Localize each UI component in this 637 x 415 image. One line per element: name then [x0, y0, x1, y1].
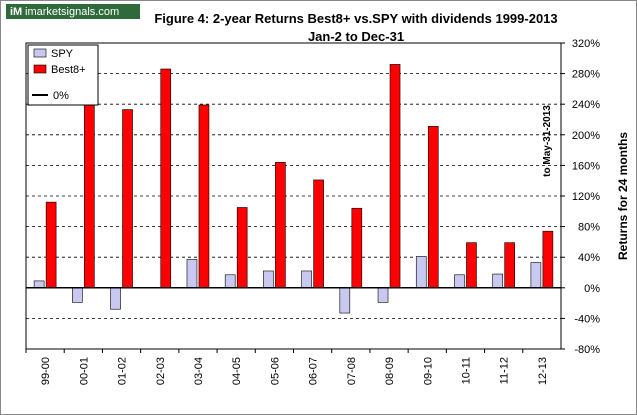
logo-mark: iM: [10, 6, 22, 18]
logo: iM imarketsignals.com: [6, 4, 140, 19]
x-category-label: 04-05: [231, 357, 243, 385]
bar-spy-07-08: [339, 287, 351, 314]
x-category-label: 08-09: [384, 357, 396, 385]
bar-best8-12-13: [542, 230, 554, 289]
logo-text: imarketsignals.com: [25, 6, 119, 18]
y-tick-label: 120%: [572, 191, 600, 203]
x-category-label: 06-07: [308, 357, 320, 385]
bar-spy-00-01: [72, 287, 83, 303]
x-category-label: 05-06: [269, 357, 281, 385]
bar-best8-99-00: [45, 201, 57, 289]
annotation-text: to May-31-2013: [542, 105, 553, 177]
x-category-label: 99-00: [40, 357, 52, 385]
bar-spy-04-05: [224, 274, 236, 289]
bar-spy-09-10: [415, 256, 427, 289]
x-category-label: 02-03: [155, 357, 167, 385]
bar-best8-09-10: [427, 126, 439, 289]
legend: SPY Best8+ 0%: [27, 44, 99, 106]
y-tick-label: -80%: [574, 344, 600, 356]
bar-spy-06-07: [301, 270, 312, 289]
bars: [26, 64, 561, 314]
bar-best8-08-09: [389, 64, 401, 289]
bar-best8-05-06: [275, 162, 286, 289]
bar-best8-00-01: [84, 96, 95, 289]
y-tick-label: 40%: [578, 252, 600, 264]
bar-spy-99-00: [33, 280, 45, 289]
bar-spy-03-04: [186, 259, 198, 289]
bar-spy-10-11: [454, 274, 465, 289]
legend-label-best8: Best8+: [51, 64, 86, 76]
bar-best8-07-08: [351, 207, 363, 289]
bar-spy-01-02: [110, 287, 121, 310]
bar-best8-03-04: [198, 104, 210, 289]
chart-subtitle: Jan-2 to Dec-31: [308, 29, 404, 44]
y-tick-label: 200%: [572, 130, 600, 142]
y-tick-label: 320%: [572, 38, 600, 50]
x-axis-categories: 99-00 00-01 01-02 02-03 03-04 04-05 05-06 06-07…: [25, 349, 549, 385]
legend-swatch-spy: [33, 48, 47, 58]
bar-best8-11-12: [504, 242, 515, 289]
y-tick-label: 280%: [572, 69, 600, 81]
bar-best8-10-11: [466, 242, 477, 289]
y-tick-label: 240%: [572, 99, 600, 111]
logo-background: [6, 4, 140, 19]
x-category-label: 00-01: [78, 357, 90, 385]
legend-swatch-best8: [33, 64, 47, 74]
chart-title: Figure 4: 2-year Returns Best8+ vs.SPY w…: [154, 11, 557, 26]
x-category-label: 10-11: [460, 357, 472, 384]
y-tick-label: 0%: [584, 283, 600, 295]
y-tick-label: 160%: [572, 160, 600, 172]
bar-best8-04-05: [236, 207, 248, 289]
x-category-label: 01-02: [117, 357, 129, 385]
x-category-label: 09-10: [422, 357, 434, 385]
bar-spy-05-06: [263, 270, 274, 289]
bar-best8-02-03: [160, 68, 172, 289]
x-category-label: 12-13: [537, 357, 549, 385]
bar-best8-01-02: [122, 109, 133, 289]
legend-label-zero: 0%: [53, 90, 69, 102]
x-category-label: 03-04: [193, 357, 205, 385]
bar-spy-08-09: [377, 287, 389, 303]
y-tick-label: 80%: [578, 222, 600, 234]
x-category-label: 11-12: [499, 357, 511, 384]
legend-label-spy: SPY: [51, 48, 74, 60]
bar-spy-12-13: [530, 262, 542, 289]
bar-spy-11-12: [492, 273, 503, 289]
y-axis-label: Returns for 24 months: [616, 132, 630, 260]
x-category-label: 07-08: [346, 357, 358, 385]
y-tick-label: -40%: [574, 313, 600, 325]
y-axis-ticks: 320% 280% 240% 200% 160% 120% 80% 40% 0% -40% -80%: [561, 38, 600, 356]
bar-best8-06-07: [313, 179, 324, 289]
